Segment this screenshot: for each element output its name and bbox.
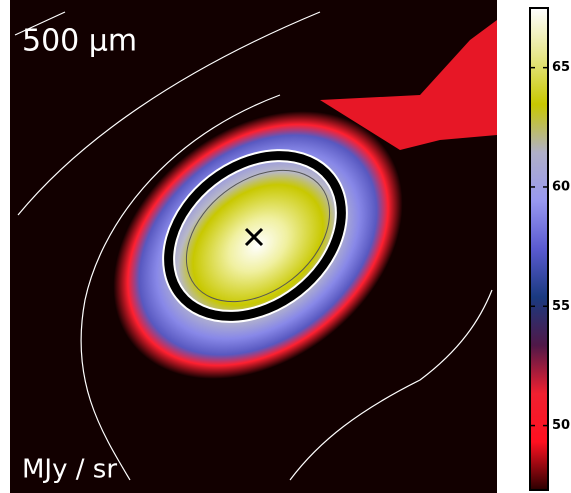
colorbar-tick-label: 55 <box>552 299 570 314</box>
map-title: 500 μm <box>22 24 137 59</box>
colorbar <box>529 7 549 491</box>
map-image <box>10 0 497 493</box>
unit-label: MJy / sr <box>22 455 117 485</box>
colorbar-tick-label: 65 <box>552 60 570 75</box>
colorbar-tick-label: 50 <box>552 418 570 433</box>
colorbar-tick-label: 60 <box>552 179 570 194</box>
